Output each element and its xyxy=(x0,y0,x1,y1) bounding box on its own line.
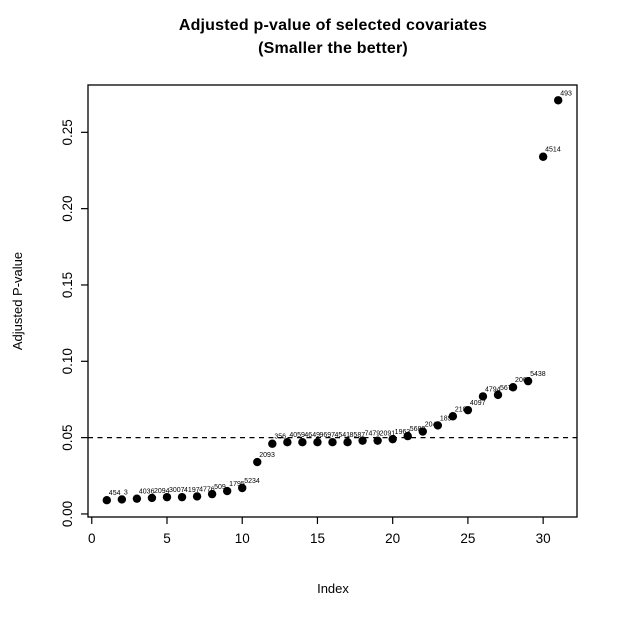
data-point xyxy=(222,486,232,496)
data-point-label: 4036 xyxy=(139,489,155,496)
chart-title-line2: (Smaller the better) xyxy=(258,40,408,57)
data-point-label: 356 xyxy=(274,434,286,441)
x-axis-tick-label: 15 xyxy=(310,531,325,546)
y-axis-tick-label: 0.10 xyxy=(60,348,75,374)
data-point-label: 5682 xyxy=(410,426,426,433)
data-point-label: 3007 xyxy=(169,487,185,494)
chart-title-line1: Adjusted p-value of selected covariates xyxy=(178,17,488,34)
plot-border xyxy=(87,84,578,518)
data-point-label: 2093 xyxy=(259,452,275,459)
data-point xyxy=(493,390,503,400)
x-axis-tick-label: 25 xyxy=(460,531,475,546)
data-point xyxy=(508,383,518,392)
data-point xyxy=(403,431,412,441)
data-point xyxy=(207,489,217,499)
data-point-label: 4649 xyxy=(304,432,320,439)
data-point xyxy=(478,392,488,401)
chart-title: Adjusted p-value of selected covariates … xyxy=(0,14,623,60)
data-point-label: 1795 xyxy=(229,481,245,488)
x-axis-title: Index xyxy=(317,581,349,596)
data-point-label: 2065 xyxy=(515,377,531,384)
x-axis-tick-label: 0 xyxy=(88,531,96,546)
data-point xyxy=(238,483,247,493)
data-point-label: 5438 xyxy=(530,371,546,378)
data-point-label: 4059 xyxy=(289,432,305,439)
x-axis-tick-label: 30 xyxy=(536,531,551,546)
data-point xyxy=(283,438,292,447)
y-axis-tick-label: 0.15 xyxy=(60,272,75,298)
data-point xyxy=(448,412,458,421)
data-point-label: 4794 xyxy=(485,386,501,393)
data-point-label: 509 xyxy=(214,484,226,491)
data-point xyxy=(298,438,307,447)
data-point-label: 5674 xyxy=(500,385,516,392)
y-axis-tick-label: 0.25 xyxy=(60,119,75,145)
data-point-label: 5234 xyxy=(244,478,260,485)
data-point-label: 4776 xyxy=(199,486,215,493)
data-point-label: 1963 xyxy=(395,429,411,436)
data-point xyxy=(313,438,322,447)
data-point-label: 8587 xyxy=(350,432,366,439)
data-point xyxy=(418,427,427,436)
data-point xyxy=(102,496,112,505)
data-point xyxy=(523,376,533,386)
x-axis-tick-label: 10 xyxy=(235,531,250,546)
x-axis-tick-label: 20 xyxy=(385,531,400,546)
data-point-label: 4514 xyxy=(545,147,561,154)
data-point xyxy=(433,421,443,430)
data-point xyxy=(117,495,127,504)
data-point xyxy=(358,436,367,445)
data-point xyxy=(253,457,262,467)
data-point-label: 7479 xyxy=(365,431,381,438)
data-point xyxy=(162,492,172,502)
data-point-label: 2046 xyxy=(425,422,441,429)
data-point xyxy=(553,96,563,105)
data-point xyxy=(132,494,142,503)
data-point-label: 4197 xyxy=(184,487,200,494)
data-point xyxy=(373,436,382,445)
data-point xyxy=(328,438,337,447)
data-point xyxy=(343,438,352,447)
data-point xyxy=(147,493,157,503)
data-point xyxy=(192,492,202,501)
data-point-label: 4541 xyxy=(335,432,351,439)
x-axis-tick-label: 5 xyxy=(163,531,171,546)
data-point-label: 4097 xyxy=(470,400,486,407)
data-point xyxy=(177,492,187,502)
data-point-label: 9697 xyxy=(319,432,335,439)
data-point-label: 493 xyxy=(560,90,572,97)
data-point xyxy=(538,152,548,161)
data-point-label: 454 xyxy=(109,490,121,497)
data-point xyxy=(268,439,277,448)
data-point xyxy=(388,434,397,444)
data-point-label: 2094 xyxy=(154,488,170,495)
data-point xyxy=(463,405,473,415)
data-point-label: 2091 xyxy=(380,431,396,438)
y-axis-tick-label: 0.05 xyxy=(60,424,75,450)
data-point-label: 3 xyxy=(124,489,128,496)
data-point-label: 189 xyxy=(440,415,452,422)
data-point-label: 2104 xyxy=(455,406,471,413)
y-axis-tick-label: 0.20 xyxy=(60,196,75,222)
y-axis-tick-label: 0.00 xyxy=(60,501,75,527)
